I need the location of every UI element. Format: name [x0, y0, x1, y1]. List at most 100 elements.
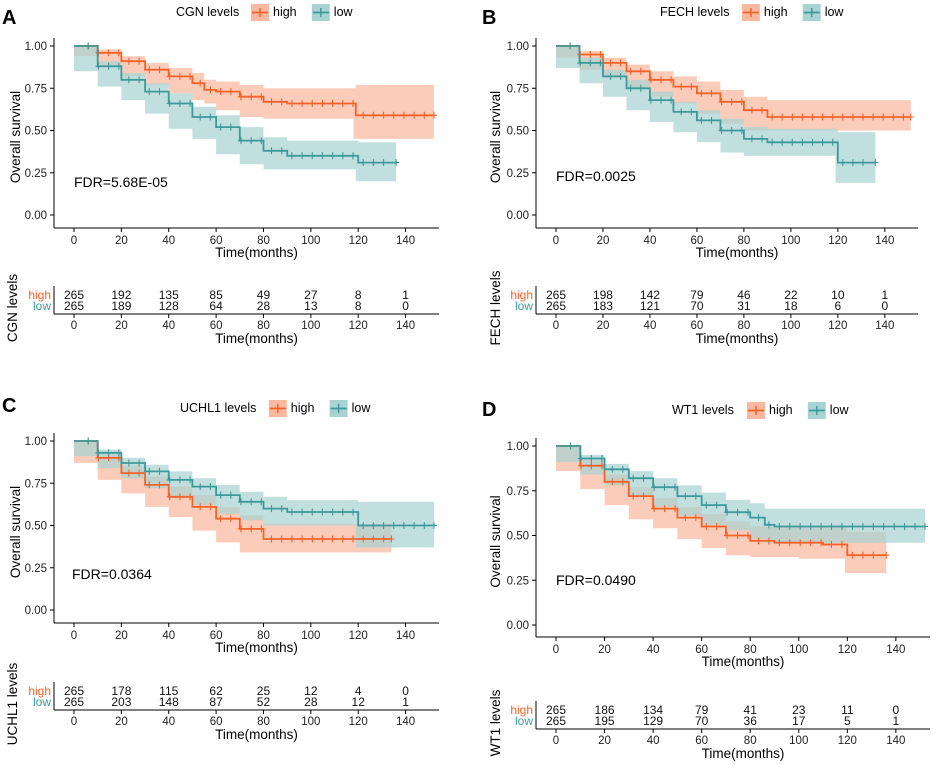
censor-mark-high [370, 535, 377, 543]
censor-mark-high [651, 505, 658, 513]
y-tick-label: 0.00 [507, 210, 529, 222]
censor-mark-high [238, 93, 244, 101]
risk-x-tick-label: 140 [396, 716, 415, 728]
risk-count-low: 12 [352, 695, 366, 709]
censor-mark-low [299, 508, 306, 516]
censor-mark-low [278, 505, 285, 513]
ci-band-low [556, 46, 876, 183]
censor-mark-high [125, 469, 132, 477]
censor-mark-low [299, 152, 306, 160]
risk-x-tick-label: 120 [828, 320, 847, 332]
y-tick-label: 0.00 [25, 605, 47, 617]
censor-mark-low [197, 483, 204, 491]
censor-mark-high [268, 98, 275, 106]
risk-count-high: 265 [546, 703, 566, 717]
risk-x-tick-label: 60 [210, 320, 223, 332]
censor-mark-high [197, 79, 204, 87]
censor-mark-low [789, 138, 796, 146]
censor-mark-high [278, 535, 285, 543]
censor-mark-low [176, 100, 183, 107]
risk-x-tick-label: 100 [781, 320, 800, 332]
risk-count-low: 5 [844, 714, 851, 728]
risk-x-tick-label: 0 [71, 716, 77, 728]
risk-x-tick-label: 120 [349, 320, 368, 332]
x-tick-label: 20 [598, 644, 611, 656]
censor-mark-high [227, 515, 234, 523]
censor-mark-high [146, 66, 153, 74]
risk-x-tick-label: 140 [875, 320, 894, 332]
x-tick-label: 100 [781, 235, 800, 247]
risk-count-low: 13 [304, 299, 318, 313]
ci-band-low [74, 46, 397, 182]
risk-count-high: 25 [257, 684, 271, 698]
risk-count-high: 23 [792, 703, 806, 717]
risk-x-tick-label: 40 [162, 320, 175, 332]
legend-label-low: low [352, 401, 372, 415]
censor-mark-low [125, 76, 132, 84]
censor-mark-low [891, 523, 898, 530]
censor-mark-high [617, 59, 624, 67]
risk-group-high: high [510, 288, 533, 302]
risk-count-high: 186 [595, 703, 615, 717]
censor-mark-low [567, 42, 574, 50]
risk-count-low: 64 [209, 299, 223, 313]
censor-mark-low [759, 135, 765, 143]
x-tick-label: 40 [647, 644, 660, 656]
risk-count-high: 79 [690, 288, 704, 302]
y-tick-label: 1.00 [25, 436, 47, 448]
censor-mark-low [207, 113, 214, 121]
x-tick-label: 100 [301, 630, 320, 642]
censor-mark-high [799, 113, 806, 121]
x-tick-label: 120 [349, 235, 368, 247]
y-tick-label: 0.75 [507, 83, 529, 95]
censor-mark-low [718, 127, 725, 134]
risk-x-tick-label: 80 [737, 320, 750, 332]
censor-mark-high [819, 113, 826, 121]
risk-count-low: 195 [595, 714, 615, 728]
x-tick-label: 140 [875, 235, 894, 247]
censor-mark-low [829, 138, 836, 146]
censor-mark-high [217, 88, 224, 96]
censor-mark-high [661, 505, 668, 513]
risk-x-tick-label: 80 [257, 716, 270, 728]
risk-count-low: 36 [744, 714, 758, 728]
x-tick-label: 60 [210, 630, 223, 642]
censor-mark-low [350, 508, 356, 516]
y-tick-label: 0.50 [25, 521, 47, 533]
risk-count-high: 62 [209, 684, 223, 698]
censor-mark-high [755, 537, 762, 545]
risk-count-low: 203 [111, 695, 131, 709]
y-tick-label: 1.00 [507, 441, 529, 453]
censor-mark-high [238, 525, 244, 533]
x-tick-label: 100 [301, 235, 320, 247]
censor-mark-low [672, 483, 678, 491]
survival-curve-low [556, 445, 925, 528]
censor-mark-low [146, 467, 153, 475]
censor-mark-high [627, 67, 634, 75]
risk-count-high: 10 [831, 288, 845, 302]
censor-mark-high [176, 493, 183, 501]
censor-mark-low [431, 522, 437, 529]
censor-mark-low [309, 508, 316, 516]
censor-mark-high [630, 492, 637, 500]
censor-mark-high [278, 98, 285, 106]
censor-mark-low [698, 116, 705, 124]
censor-mark-low [370, 159, 377, 167]
censor-mark-high [890, 113, 897, 121]
censor-mark-low [678, 108, 685, 116]
censor-mark-low [849, 159, 856, 167]
censor-mark-high [105, 49, 112, 57]
censor-mark-high [350, 535, 356, 543]
censor-mark-low [587, 59, 594, 67]
risk-x-axis-title: Time(months) [696, 331, 779, 346]
x-axis-title: Time(months) [215, 245, 298, 260]
risk-count-low: 0 [402, 299, 409, 313]
censor-mark-high [880, 113, 887, 121]
censor-mark-low [370, 522, 377, 529]
risk-x-tick-label: 120 [838, 735, 857, 747]
censor-mark-low [651, 483, 658, 491]
censor-mark-high [849, 551, 856, 559]
censor-mark-low [703, 501, 710, 509]
censor-mark-high [578, 462, 584, 470]
censor-mark-high [607, 59, 614, 67]
